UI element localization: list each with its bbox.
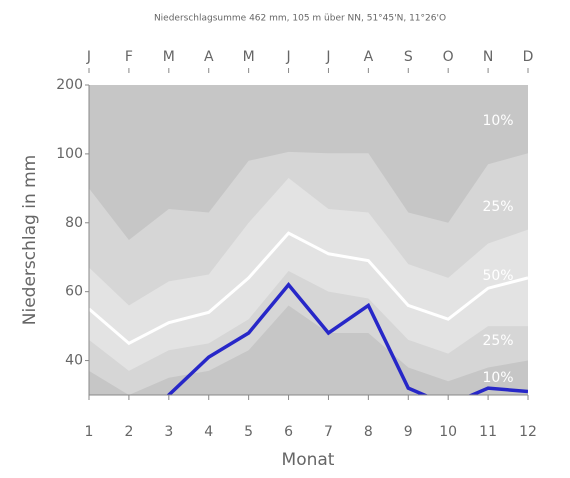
percentile-label: 25% (482, 333, 513, 349)
x-tick-label: 10 (439, 424, 457, 440)
percentile-label: 10% (482, 113, 513, 129)
x-tick-label: 2 (124, 424, 133, 440)
month-label: O (443, 49, 454, 65)
y-tick-label: 40 (65, 353, 83, 369)
y-tick-label: 200 (56, 77, 83, 93)
x-tick-label: 3 (164, 424, 173, 440)
month-label: D (523, 49, 534, 65)
x-tick-label: 5 (244, 424, 253, 440)
month-label: A (364, 49, 374, 65)
year-line (166, 282, 528, 395)
percentile-area (89, 305, 528, 395)
x-tick-label: 11 (479, 424, 497, 440)
y-tick-label: 80 (65, 215, 83, 231)
plot-area (89, 85, 528, 395)
month-label: N (483, 49, 493, 65)
month-label: M (243, 49, 255, 65)
month-label: F (125, 49, 133, 65)
x-tick-label: 12 (519, 424, 537, 440)
month-label: J (285, 49, 290, 65)
x-tick-label: 6 (284, 424, 293, 440)
month-label: S (404, 49, 413, 65)
y-tick-label: 100 (56, 146, 83, 162)
percentile-label: 25% (482, 199, 513, 215)
median-line (89, 231, 528, 346)
x-tick-label: 9 (404, 424, 413, 440)
x-tick-label: 4 (204, 424, 213, 440)
percentile-label: 10% (482, 370, 513, 386)
chart-title: Niederschlagsumme 462 mm, 105 m über NN,… (154, 14, 446, 24)
month-label: J (86, 49, 91, 65)
month-label: J (325, 49, 330, 65)
x-tick-label: 8 (364, 424, 373, 440)
x-axis-label: Monat (282, 450, 335, 470)
x-tick-label: 7 (324, 424, 333, 440)
y-tick-label: 60 (65, 284, 83, 300)
x-tick-label: 1 (85, 424, 94, 440)
percentile-label: 50% (482, 268, 513, 284)
month-label: A (204, 49, 214, 65)
y-axis-label: Niederschlag in mm (20, 155, 40, 325)
month-label: M (163, 49, 175, 65)
